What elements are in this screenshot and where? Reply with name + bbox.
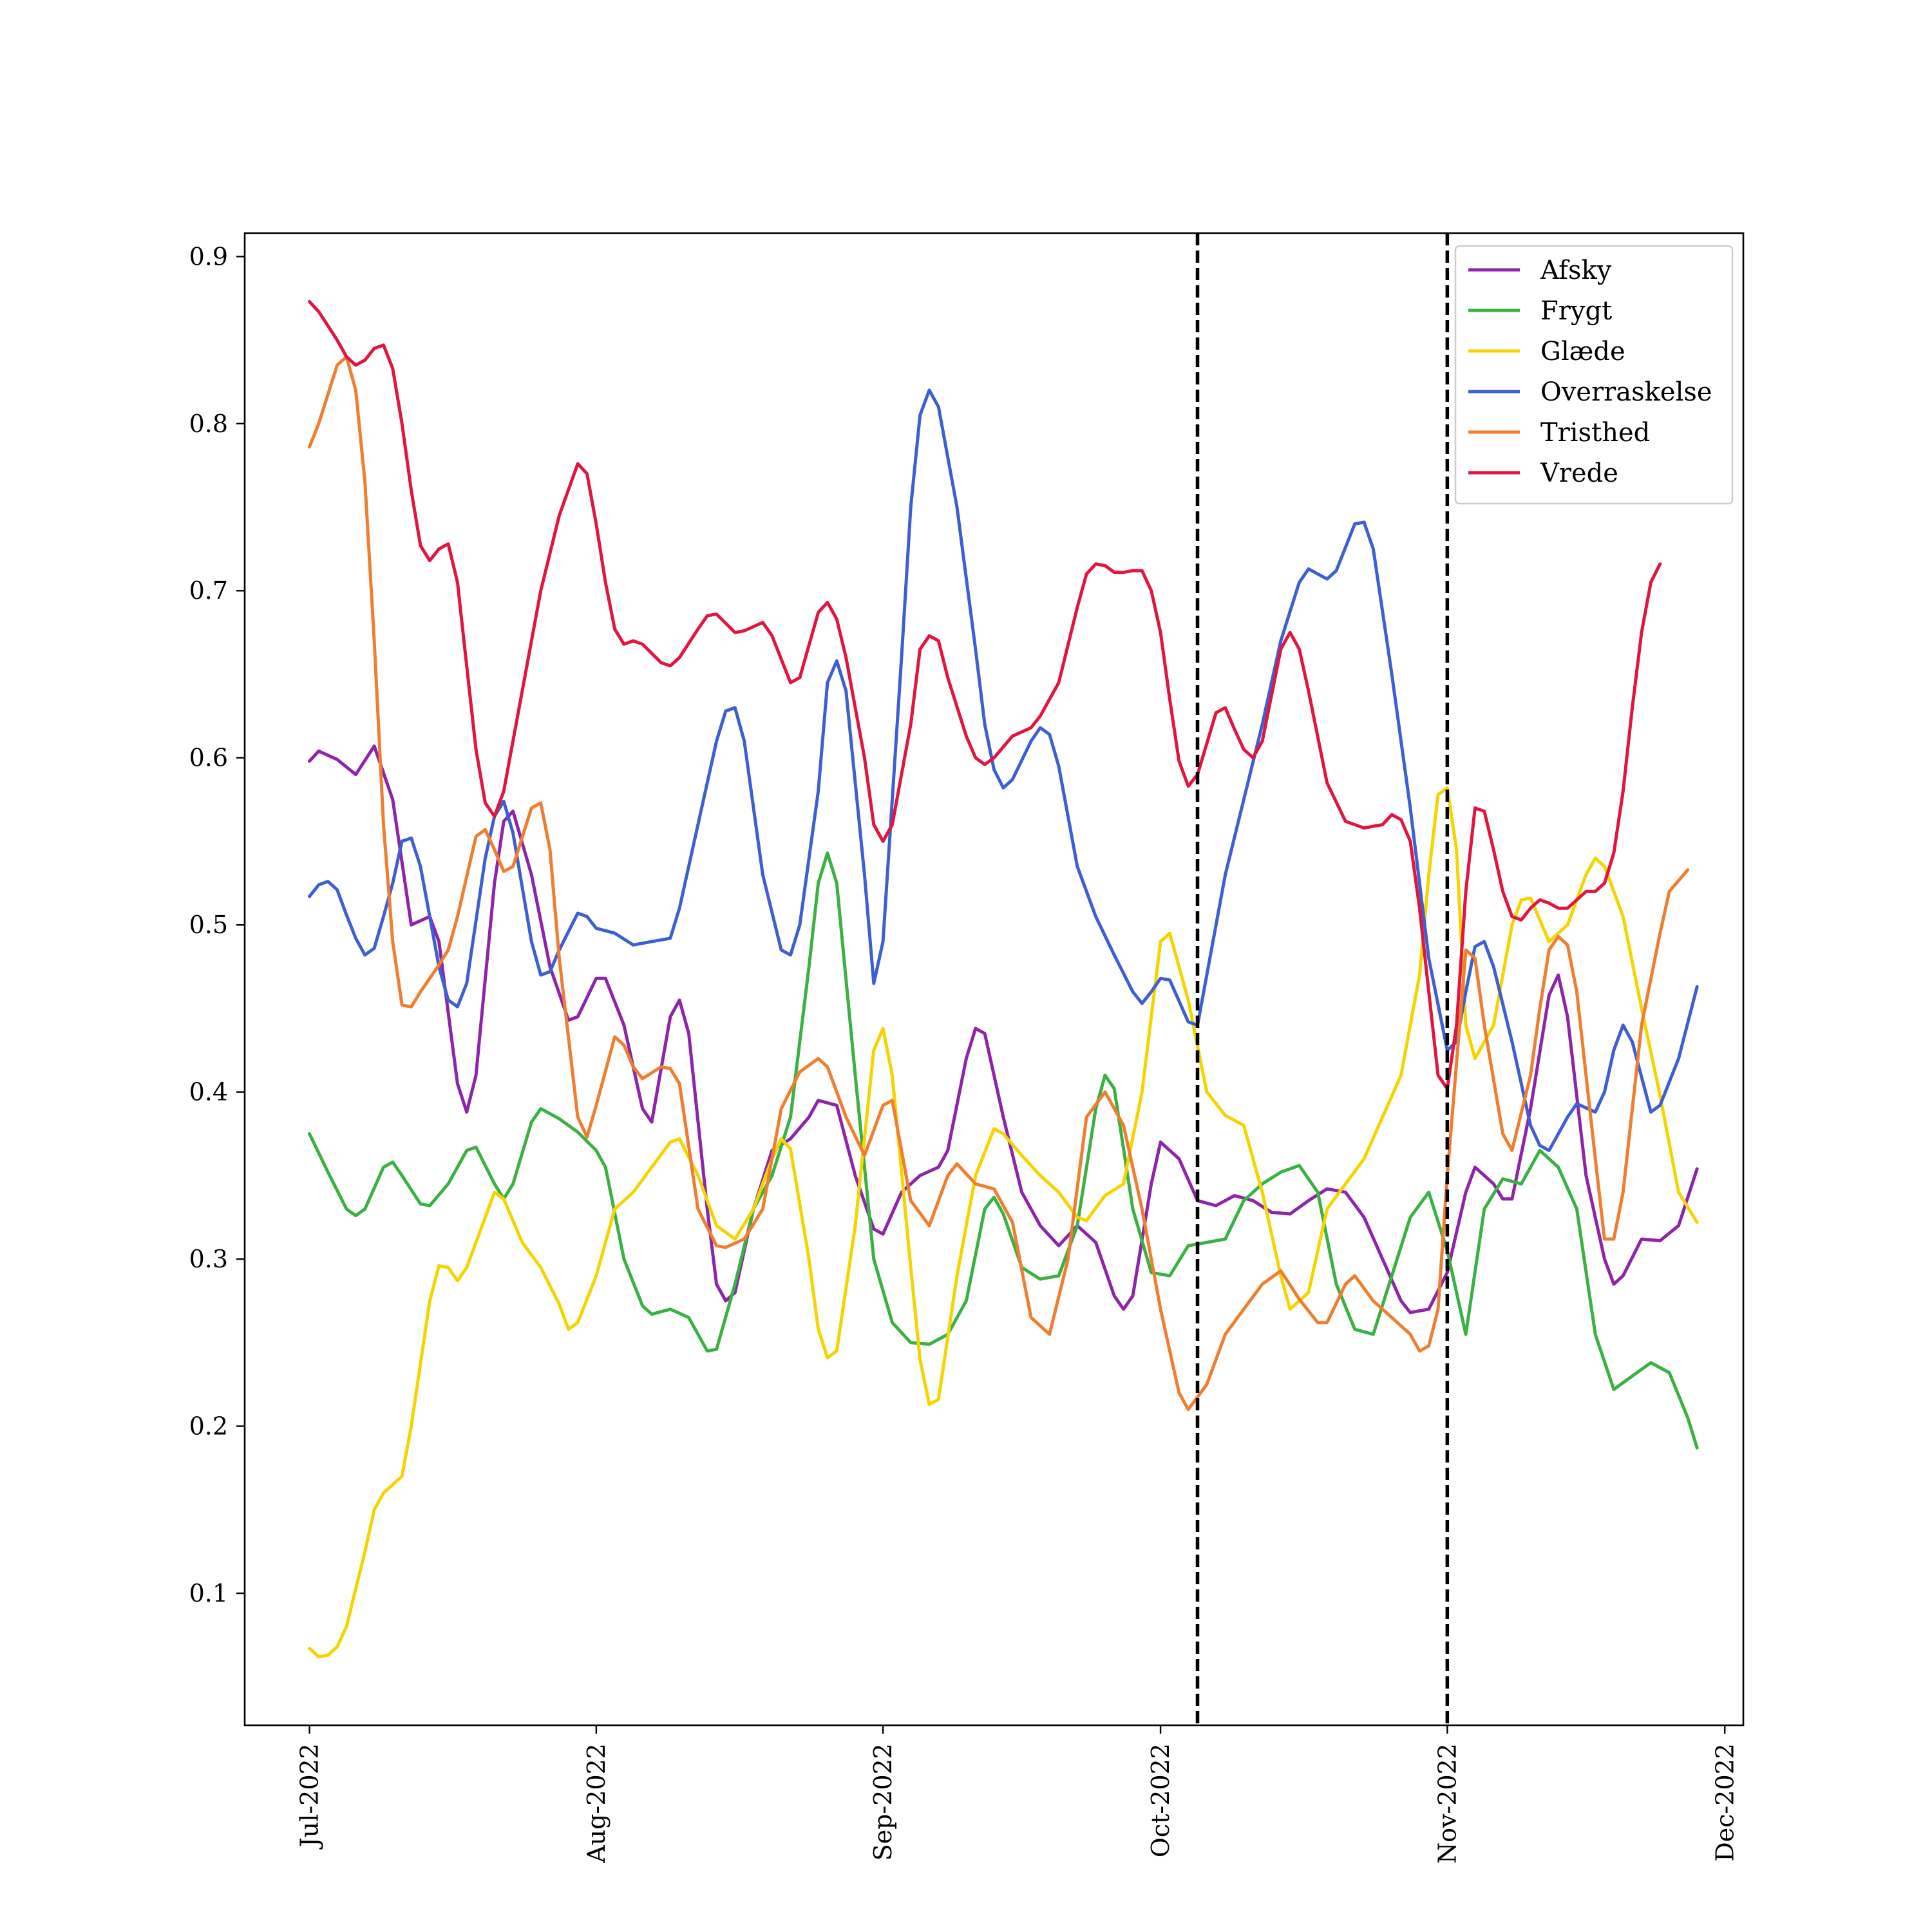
y-tick-label: 0.8 [189,410,228,438]
x-tick-label: Dec-2022 [1710,1743,1739,1862]
y-tick-label: 0.3 [189,1245,228,1273]
legend-label-frygt: Frygt [1540,296,1612,326]
x-tick-label: Jul-2022 [296,1743,324,1850]
legend-label-overraskelse: Overraskelse [1540,377,1712,407]
plot-frame [243,232,1745,1727]
legend: Afsky Frygt Glæde Overraskelse Tristhed Vrede [1454,245,1734,505]
series-line-overraskelse [308,388,1699,1152]
legend-label-glæde: Glæde [1540,337,1625,366]
legend-label-vrede: Vrede [1540,459,1618,488]
vline-layer [1195,233,1450,1725]
y-tick-label: 0.2 [189,1412,228,1441]
y-tick-label: 0.7 [189,576,228,605]
legend-label-afsky: Afsky [1540,256,1612,285]
legend-box [1454,245,1734,505]
x-tick-label: Aug-2022 [582,1743,611,1864]
y-tick-label: 0.6 [189,744,228,772]
x-axis: Jul-2022 Aug-2022 Sep-2022 Oct-2022 Nov-2022… [296,1725,1739,1864]
series-line-afsky [308,744,1699,1314]
legend-label-tristhed: Tristhed [1540,418,1650,448]
y-tick-label: 0.4 [189,1078,228,1106]
y-axis: 0.1 0.2 0.3 0.4 0.5 0.6 0.7 0.8 0.9 [189,242,245,1607]
series-line-glæde [308,786,1699,1659]
y-tick-label: 0.9 [189,242,228,270]
series-layer [308,299,1699,1659]
x-tick-label: Oct-2022 [1146,1743,1175,1857]
x-tick-label: Nov-2022 [1433,1743,1461,1864]
series-line-tristhed [308,355,1690,1412]
y-tick-label: 0.5 [189,911,228,939]
y-tick-label: 0.1 [189,1579,228,1607]
series-line-vrede [308,299,1662,1090]
x-tick-label: Sep-2022 [869,1743,897,1861]
